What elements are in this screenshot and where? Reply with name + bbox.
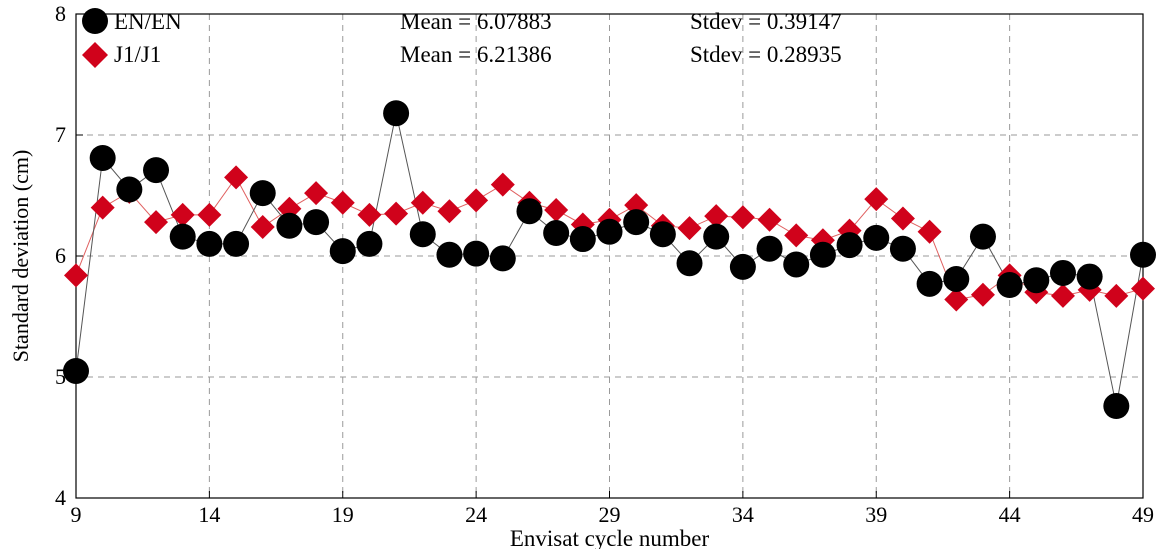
data-point-j1 bbox=[304, 181, 329, 206]
data-point-en bbox=[569, 226, 596, 253]
data-point-en bbox=[783, 251, 810, 278]
data-point-en bbox=[143, 157, 170, 184]
data-point-j1 bbox=[730, 205, 755, 230]
data-point-j1 bbox=[357, 202, 382, 227]
y-tick-label: 8 bbox=[55, 1, 66, 26]
data-point-en bbox=[89, 144, 116, 171]
data-point-en bbox=[543, 220, 570, 247]
x-tick-label: 29 bbox=[599, 502, 621, 527]
legend-label: J1/J1 bbox=[114, 42, 161, 67]
data-point-j1 bbox=[197, 202, 222, 227]
data-point-j1 bbox=[64, 263, 88, 288]
data-point-en bbox=[596, 218, 623, 245]
data-point-j1 bbox=[1050, 283, 1075, 308]
data-point-j1 bbox=[437, 199, 462, 224]
x-tick-label: 19 bbox=[332, 502, 354, 527]
mean-annotation: Mean = 6.07883 bbox=[400, 9, 552, 34]
x-tick-label: 39 bbox=[865, 502, 887, 527]
data-point-en bbox=[863, 224, 890, 251]
data-point-en bbox=[729, 253, 756, 280]
y-tick-label: 7 bbox=[55, 122, 66, 147]
data-point-en bbox=[463, 240, 490, 267]
x-tick-label: 34 bbox=[732, 502, 754, 527]
stdev-annotation: Stdev = 0.39147 bbox=[690, 9, 842, 34]
legend: EN/EN Mean = 6.07883 Stdev = 0.39147 J1/J1 M… bbox=[82, 8, 842, 68]
data-point-j1 bbox=[1104, 283, 1129, 308]
data-point-j1 bbox=[170, 202, 195, 227]
data-point-j1 bbox=[784, 223, 809, 248]
data-point-en bbox=[436, 241, 463, 268]
data-point-en bbox=[303, 209, 330, 236]
data-point-en bbox=[756, 235, 783, 262]
data-point-en bbox=[623, 209, 650, 236]
data-point-j1 bbox=[490, 172, 515, 197]
data-point-j1 bbox=[944, 287, 969, 312]
data-point-j1 bbox=[890, 206, 915, 231]
data-point-en bbox=[676, 250, 703, 277]
data-point-en bbox=[516, 198, 543, 225]
data-point-en bbox=[1049, 259, 1076, 286]
x-tick-label: 9 bbox=[71, 502, 82, 527]
data-point-j1 bbox=[544, 198, 569, 223]
data-point-en bbox=[223, 230, 250, 257]
stdev-annotation: Stdev = 0.28935 bbox=[690, 42, 842, 67]
data-point-en bbox=[916, 270, 943, 297]
data-point-j1 bbox=[410, 190, 435, 215]
data-point-en bbox=[249, 180, 276, 207]
y-tick-label: 4 bbox=[55, 485, 66, 510]
data-point-en bbox=[383, 100, 410, 127]
axis-ticks: 9 14 19 24 29 34 39 44 49 4 5 6 7 8 bbox=[55, 1, 1154, 527]
x-tick-label: 44 bbox=[999, 502, 1021, 527]
data-point-j1 bbox=[144, 210, 169, 235]
data-point-j1 bbox=[1131, 276, 1155, 301]
data-point-j1 bbox=[90, 195, 115, 220]
data-point-en bbox=[889, 235, 916, 262]
data-point-en bbox=[1130, 241, 1156, 268]
mean-annotation: Mean = 6.21386 bbox=[400, 42, 552, 67]
series-layer bbox=[63, 100, 1156, 420]
y-axis-label: Standard deviation (cm) bbox=[8, 150, 33, 363]
data-point-en bbox=[489, 245, 516, 272]
data-point-en bbox=[196, 230, 223, 257]
data-point-en bbox=[703, 223, 730, 250]
data-point-j1 bbox=[250, 214, 275, 239]
data-point-j1 bbox=[384, 201, 409, 226]
data-point-en bbox=[1103, 393, 1130, 420]
data-point-en bbox=[409, 221, 436, 248]
data-point-en bbox=[356, 230, 383, 257]
data-point-en bbox=[836, 232, 863, 259]
x-tick-label: 49 bbox=[1132, 502, 1154, 527]
data-point-en bbox=[1023, 267, 1050, 294]
data-point-en bbox=[169, 223, 196, 250]
data-point-j1 bbox=[704, 204, 729, 229]
data-point-j1 bbox=[677, 216, 702, 241]
x-tick-label: 24 bbox=[465, 502, 487, 527]
data-point-en bbox=[63, 357, 89, 384]
y-tick-label: 6 bbox=[55, 243, 66, 268]
data-point-en bbox=[329, 238, 356, 265]
data-point-j1 bbox=[757, 207, 782, 232]
x-axis-label: Envisat cycle number bbox=[510, 526, 710, 549]
data-point-j1 bbox=[464, 188, 489, 213]
y-tick-label: 5 bbox=[55, 364, 66, 389]
data-point-en bbox=[276, 212, 303, 239]
legend-marker-circle bbox=[82, 8, 108, 34]
data-point-j1 bbox=[917, 219, 942, 244]
data-point-en bbox=[969, 223, 996, 250]
legend-marker-diamond bbox=[82, 42, 108, 68]
data-point-en bbox=[943, 265, 970, 292]
x-tick-label: 14 bbox=[198, 502, 220, 527]
data-point-en bbox=[996, 272, 1023, 299]
data-point-en bbox=[649, 221, 676, 248]
data-point-en bbox=[809, 241, 836, 268]
data-point-j1 bbox=[330, 190, 355, 215]
data-point-j1 bbox=[970, 282, 995, 307]
data-point-en bbox=[1076, 263, 1103, 290]
legend-label: EN/EN bbox=[114, 9, 182, 34]
data-point-j1 bbox=[864, 187, 889, 212]
data-point-en bbox=[116, 176, 143, 203]
data-point-j1 bbox=[224, 165, 249, 190]
